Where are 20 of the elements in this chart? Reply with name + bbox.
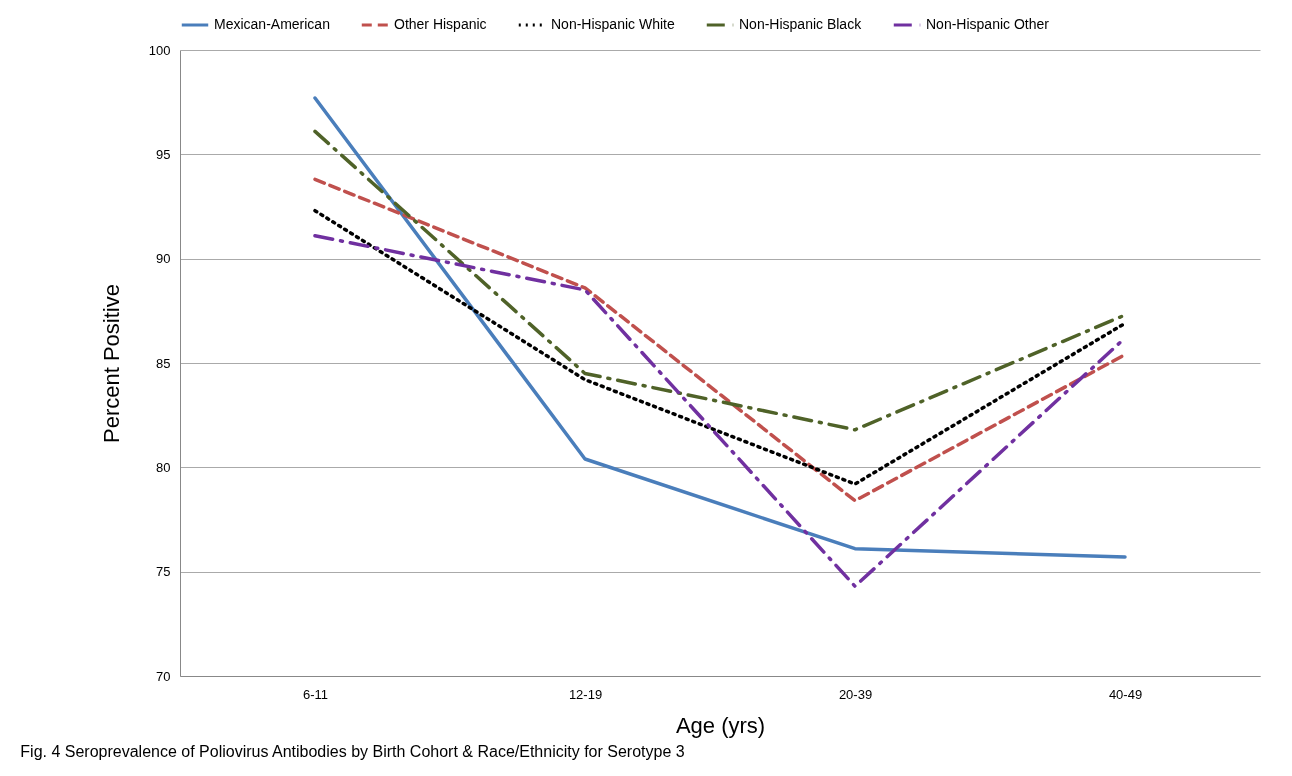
y-tick-label: 100 [148,42,171,58]
x-axis-title: Age (yrs) [675,712,766,738]
y-tick-label: 75 [156,564,171,580]
legend-label: Non-Hispanic Black [739,16,863,32]
x-tick-label: 40-49 [1108,686,1143,702]
y-axis-title: Percent Positive [98,284,124,443]
y-tick-label: 90 [156,251,171,267]
x-tick-label: 6-11 [302,686,329,702]
legend-label: Non-Hispanic White [551,16,675,32]
text: Fig. 4 Seroprevalence of Poliovirus Antibodies by Birth Cohort & Race/Ethnicity for Serotype 3 [20,743,685,760]
legend-label: Other Hispanic [394,16,487,32]
legend-label: Non-Hispanic Other [926,16,1050,32]
x-tick-label: 12-19 [568,686,603,702]
y-tick-label: 95 [156,146,171,162]
x-tick-label: 20-39 [838,686,873,702]
y-tick-label: 70 [156,668,171,684]
legend-label: Mexican-American [214,16,330,32]
y-tick-label: 85 [156,355,171,371]
line-series [313,96,1127,559]
y-tick-label: 80 [156,459,171,475]
